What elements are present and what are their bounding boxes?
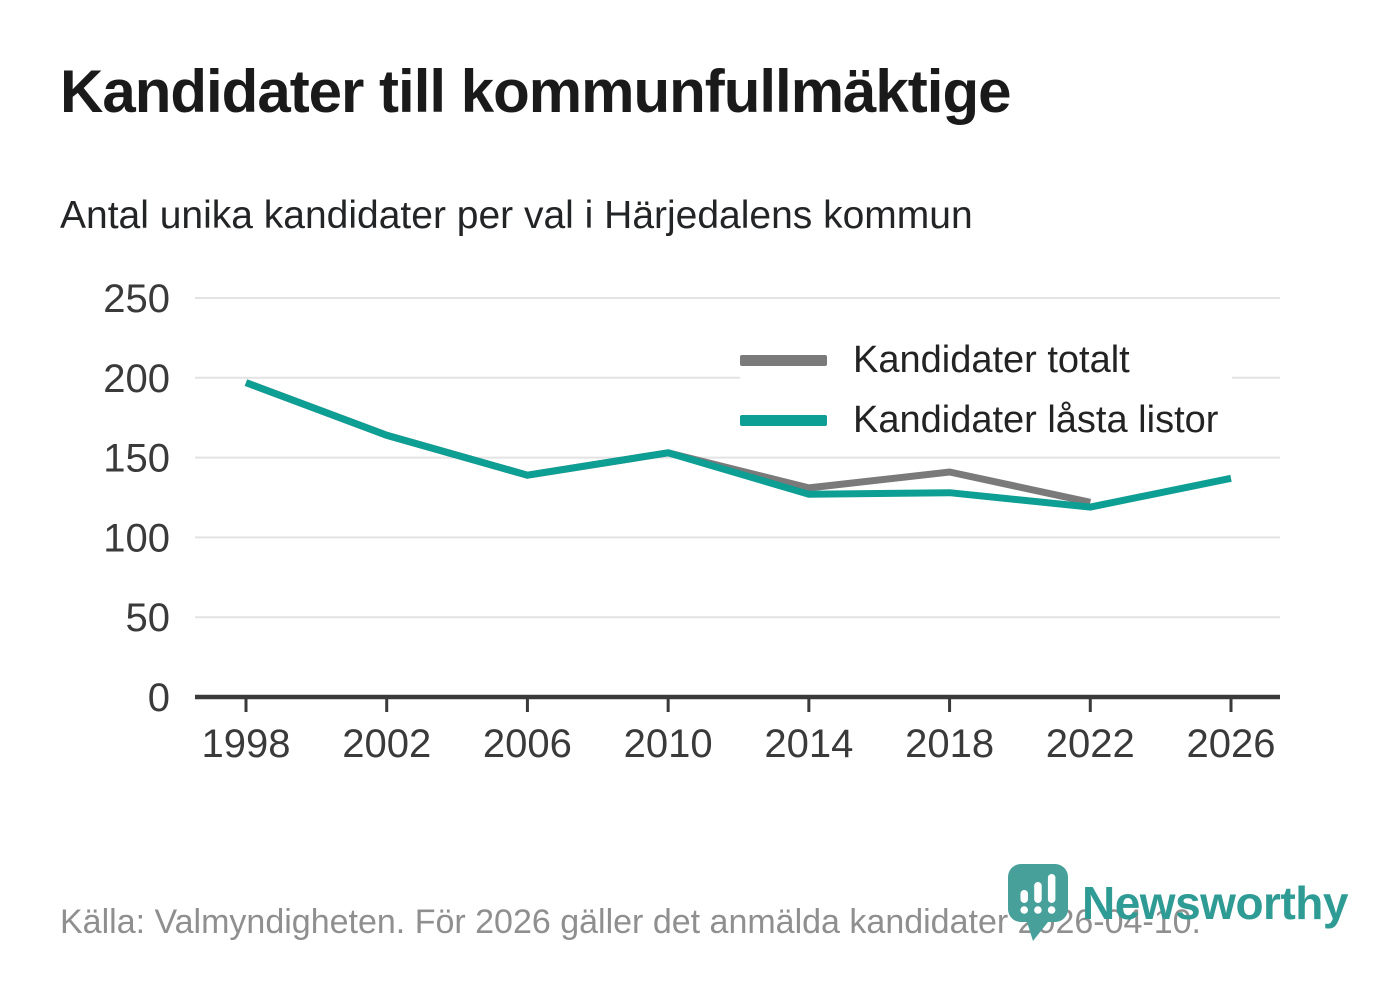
chart-subtitle: Antal unika kandidater per val i Härjeda… — [60, 194, 973, 237]
x-axis-tick-label: 2014 — [764, 722, 853, 766]
y-axis-tick-label: 150 — [103, 437, 170, 481]
legend-label: Kandidater låsta listor — [853, 399, 1219, 441]
legend-item-locked-lists: Kandidater låsta listor — [740, 393, 1233, 447]
x-axis-tick-label: 2026 — [1187, 722, 1276, 766]
series-line-locked-lists — [244, 379, 1232, 511]
legend-swatch — [740, 354, 827, 366]
x-axis-tick-label: 2018 — [905, 722, 994, 766]
y-axis-tick-label: 200 — [103, 357, 170, 401]
x-axis-tick-label: 2002 — [342, 722, 431, 766]
legend-item-total: Kandidater totalt — [740, 333, 1233, 387]
y-axis-tick-label: 250 — [103, 277, 170, 321]
legend-swatch — [740, 414, 827, 426]
newsworthy-logo: Newsworthy — [1008, 863, 1348, 941]
chart-legend: Kandidater totalt Kandidater låsta listo… — [740, 333, 1233, 447]
x-axis-tick-label: 1998 — [202, 722, 291, 766]
y-axis-tick-label: 0 — [148, 676, 170, 720]
y-axis-tick-label: 100 — [103, 516, 170, 560]
x-axis-tick-label: 2006 — [483, 722, 572, 766]
y-axis-tick-label: 50 — [126, 596, 171, 640]
x-axis-tick-label: 2010 — [624, 722, 713, 766]
chart-title: Kandidater till kommunfullmäktige — [60, 58, 1011, 125]
x-axis-tick-label: 2022 — [1046, 722, 1135, 766]
newsworthy-logo-text: Newsworthy — [1082, 877, 1348, 929]
newsworthy-pin-bar-chart-icon — [1008, 863, 1068, 941]
legend-label: Kandidater totalt — [853, 339, 1130, 381]
